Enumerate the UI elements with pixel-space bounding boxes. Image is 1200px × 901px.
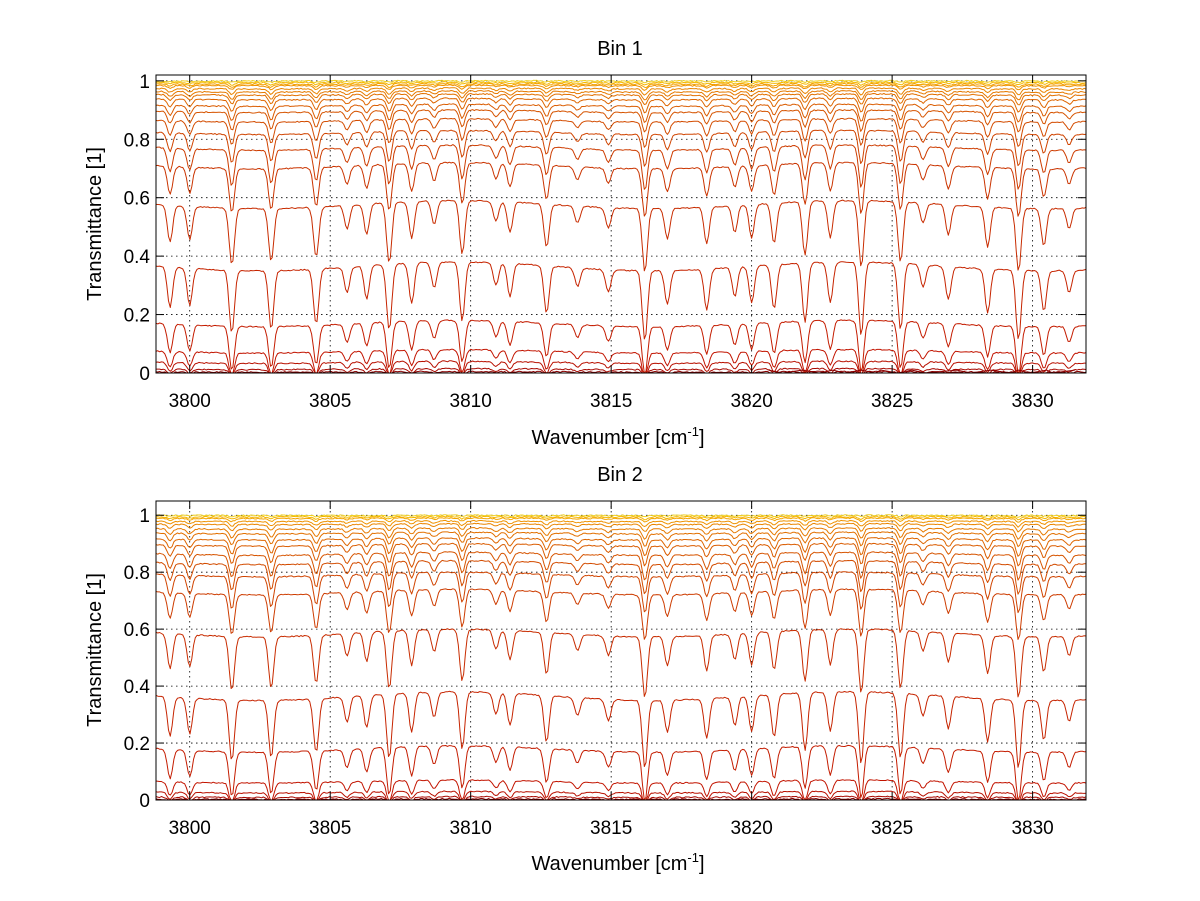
axis-ticks: 3800 3805 3810 3815 3820 3825 3830 0 0.2 0.4 0.6 0.… [124, 501, 1086, 839]
x-tick-label: 3825 [871, 391, 913, 412]
transmittance-series-line [155, 571, 1087, 614]
transmittance-series-line [155, 93, 1087, 106]
y-tick-label: 0.2 [124, 306, 150, 327]
x-tick-label: 3810 [450, 818, 492, 839]
axes-frame [155, 74, 1087, 374]
x-tick-label: 3820 [731, 391, 773, 412]
transmittance-series-line [155, 199, 1087, 272]
axes-frame [155, 500, 1087, 801]
grid-lines [156, 75, 1086, 374]
x-tick-label: 3820 [731, 818, 773, 839]
y-tick-label: 0 [139, 364, 150, 385]
x-tick-label: 3830 [1011, 818, 1053, 839]
x-axis-label: Wavenumber [cm-1] [531, 424, 704, 449]
transmittance-series-line [155, 79, 1086, 84]
y-tick-label: 0.4 [124, 677, 151, 698]
transmittance-series-line [155, 537, 1087, 557]
transmittance-series-line [155, 319, 1086, 374]
transmittance-series-line [155, 129, 1087, 167]
y-axis-label: Transmittance [1] [84, 147, 106, 301]
transmittance-series-line [155, 514, 1087, 518]
transmittance-series-line [155, 551, 1087, 581]
transmittance-series-line [155, 628, 1087, 698]
transmittance-series-line [155, 527, 1087, 540]
x-tick-label: 3815 [590, 818, 632, 839]
x-axis-label: Wavenumber [cm-1] [531, 850, 704, 875]
transmittance-series-line [768, 369, 1075, 374]
transmittance-series-line [155, 97, 1087, 114]
transmittance-series-line [155, 790, 1087, 801]
transmittance-series-line [155, 522, 1087, 533]
x-tick-label: 3805 [309, 391, 351, 412]
transmittance-series-line [156, 87, 1087, 96]
x-tick-label: 3800 [169, 818, 211, 839]
x-tick-label: 3810 [450, 391, 492, 412]
transmittance-series-line [155, 795, 1087, 801]
y-tick-label: 1 [139, 72, 150, 93]
x-tick-label: 3830 [1011, 391, 1053, 412]
transmittance-series-line [155, 261, 1087, 340]
transmittance-series-line [155, 531, 1087, 548]
transmittance-series-line [155, 82, 1087, 89]
transmittance-series-line [155, 90, 1087, 101]
chart-title: Bin 1 [597, 38, 643, 60]
transmittance-series-line [155, 161, 1087, 217]
transmittance-series-line [155, 117, 1087, 148]
transmittance-series-line [155, 690, 1087, 768]
transmittance-series-line [155, 559, 1087, 595]
x-tick-label: 3815 [590, 391, 632, 412]
axis-ticks: 3800 3805 3810 3815 3820 3825 3830 0 0.2 0.4 0.6 0.… [124, 72, 1086, 412]
x-tick-label: 3805 [309, 818, 351, 839]
spectrum-traces [155, 514, 1087, 801]
transmittance-series-line [155, 84, 1087, 91]
transmittance-series-line [155, 779, 1087, 801]
y-tick-label: 0.6 [124, 620, 150, 641]
transmittance-series-line [155, 517, 1087, 523]
x-tick-label: 3825 [871, 818, 913, 839]
y-tick-label: 0 [139, 791, 150, 812]
transmittance-series-line [155, 519, 1087, 528]
spectrum-traces [155, 79, 1087, 374]
transmittance-series-line [155, 515, 1087, 521]
chart-title: Bin 2 [597, 464, 643, 486]
y-tick-label: 0.6 [124, 189, 150, 210]
transmittance-series-line [155, 542, 1086, 567]
transmittance-series-line [155, 360, 1086, 374]
y-tick-label: 0.8 [124, 130, 150, 151]
y-tick-label: 0.2 [124, 734, 150, 755]
transmittance-series-line [155, 744, 1086, 801]
y-tick-label: 0.8 [124, 563, 150, 584]
transmittance-series-line [155, 370, 1087, 374]
transmittance-series-line [156, 109, 1087, 133]
chart-panel-bin-2: Bin 2 3800 3805 3810 3815 3820 3825 3830 0 0.2 0.… [84, 464, 1087, 875]
transmittance-series-line [155, 144, 1087, 190]
transmittance-series-line [155, 348, 1087, 374]
y-tick-label: 1 [139, 506, 150, 527]
transmittance-series-line [155, 103, 1087, 123]
transmittance-series-line [156, 367, 1087, 374]
transmittance-series-line [155, 588, 1087, 640]
transmittance-series-line [155, 81, 1087, 86]
y-axis-label: Transmittance [1] [84, 573, 106, 727]
y-tick-label: 0.4 [124, 247, 151, 268]
x-tick-label: 3800 [169, 391, 211, 412]
chart-panel-bin-1: Bin 1 3800 3805 3810 3815 3820 3825 3830 0 0.2 0.… [84, 38, 1087, 449]
